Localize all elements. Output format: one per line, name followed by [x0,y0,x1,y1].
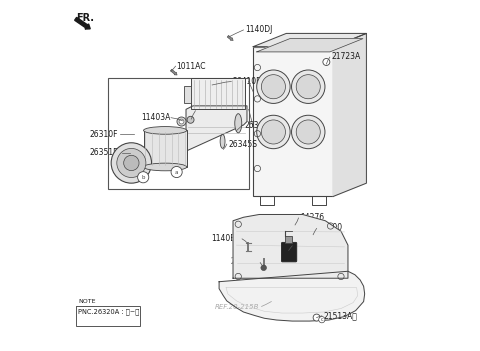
Text: PNC.26320A : ⓐ~ⓒ: PNC.26320A : ⓐ~ⓒ [78,309,139,315]
Circle shape [177,117,186,126]
Text: 26345S: 26345S [228,140,257,149]
Circle shape [296,120,320,144]
Circle shape [257,70,290,104]
Circle shape [319,317,325,323]
Polygon shape [257,39,363,52]
Circle shape [262,75,286,99]
Text: 14276: 14276 [300,213,324,222]
Polygon shape [219,271,365,321]
Text: 1140DJ: 1140DJ [245,25,272,34]
Text: 26410B: 26410B [232,77,262,86]
Text: 1140EB: 1140EB [211,234,240,243]
Ellipse shape [144,163,187,171]
Circle shape [296,75,320,99]
FancyBboxPatch shape [183,86,191,103]
Text: 26310F: 26310F [90,130,118,139]
Ellipse shape [220,134,225,148]
Text: 26351D: 26351D [90,148,120,157]
Circle shape [262,120,286,144]
Ellipse shape [144,127,187,134]
Text: NOTE: NOTE [78,299,96,304]
FancyBboxPatch shape [281,242,297,262]
FancyBboxPatch shape [144,131,187,167]
Circle shape [313,314,320,321]
Text: 26101: 26101 [196,106,220,114]
Circle shape [179,119,184,124]
Circle shape [117,148,146,178]
Circle shape [257,115,290,149]
Circle shape [291,115,325,149]
FancyArrow shape [75,17,90,29]
Text: 21723A: 21723A [331,52,360,61]
Ellipse shape [235,114,242,133]
Polygon shape [186,106,247,151]
Circle shape [171,166,182,178]
Text: 11403A: 11403A [141,113,170,122]
Text: 26343S: 26343S [244,120,273,130]
FancyArrow shape [227,35,233,40]
FancyBboxPatch shape [253,47,333,197]
Circle shape [111,143,152,183]
FancyBboxPatch shape [76,306,140,326]
Circle shape [124,155,139,171]
Circle shape [261,265,266,271]
Text: 21513AⓈ: 21513AⓈ [324,311,358,320]
Text: REF.20-215B: REF.20-215B [215,304,260,310]
Polygon shape [333,33,366,197]
Text: 1011AC: 1011AC [177,62,206,71]
Circle shape [323,59,330,66]
Text: c: c [321,317,323,322]
Circle shape [138,172,149,183]
Text: 26100: 26100 [318,223,342,232]
Polygon shape [253,33,366,47]
Text: FR.: FR. [76,13,94,22]
Text: 21319C: 21319C [294,241,323,250]
FancyBboxPatch shape [191,78,245,110]
FancyBboxPatch shape [285,236,292,243]
FancyArrow shape [170,69,177,75]
Text: a: a [175,170,179,174]
Polygon shape [233,214,348,278]
Text: 21516A: 21516A [230,257,260,266]
Text: b: b [142,175,145,180]
Circle shape [187,116,194,123]
Circle shape [291,70,325,104]
